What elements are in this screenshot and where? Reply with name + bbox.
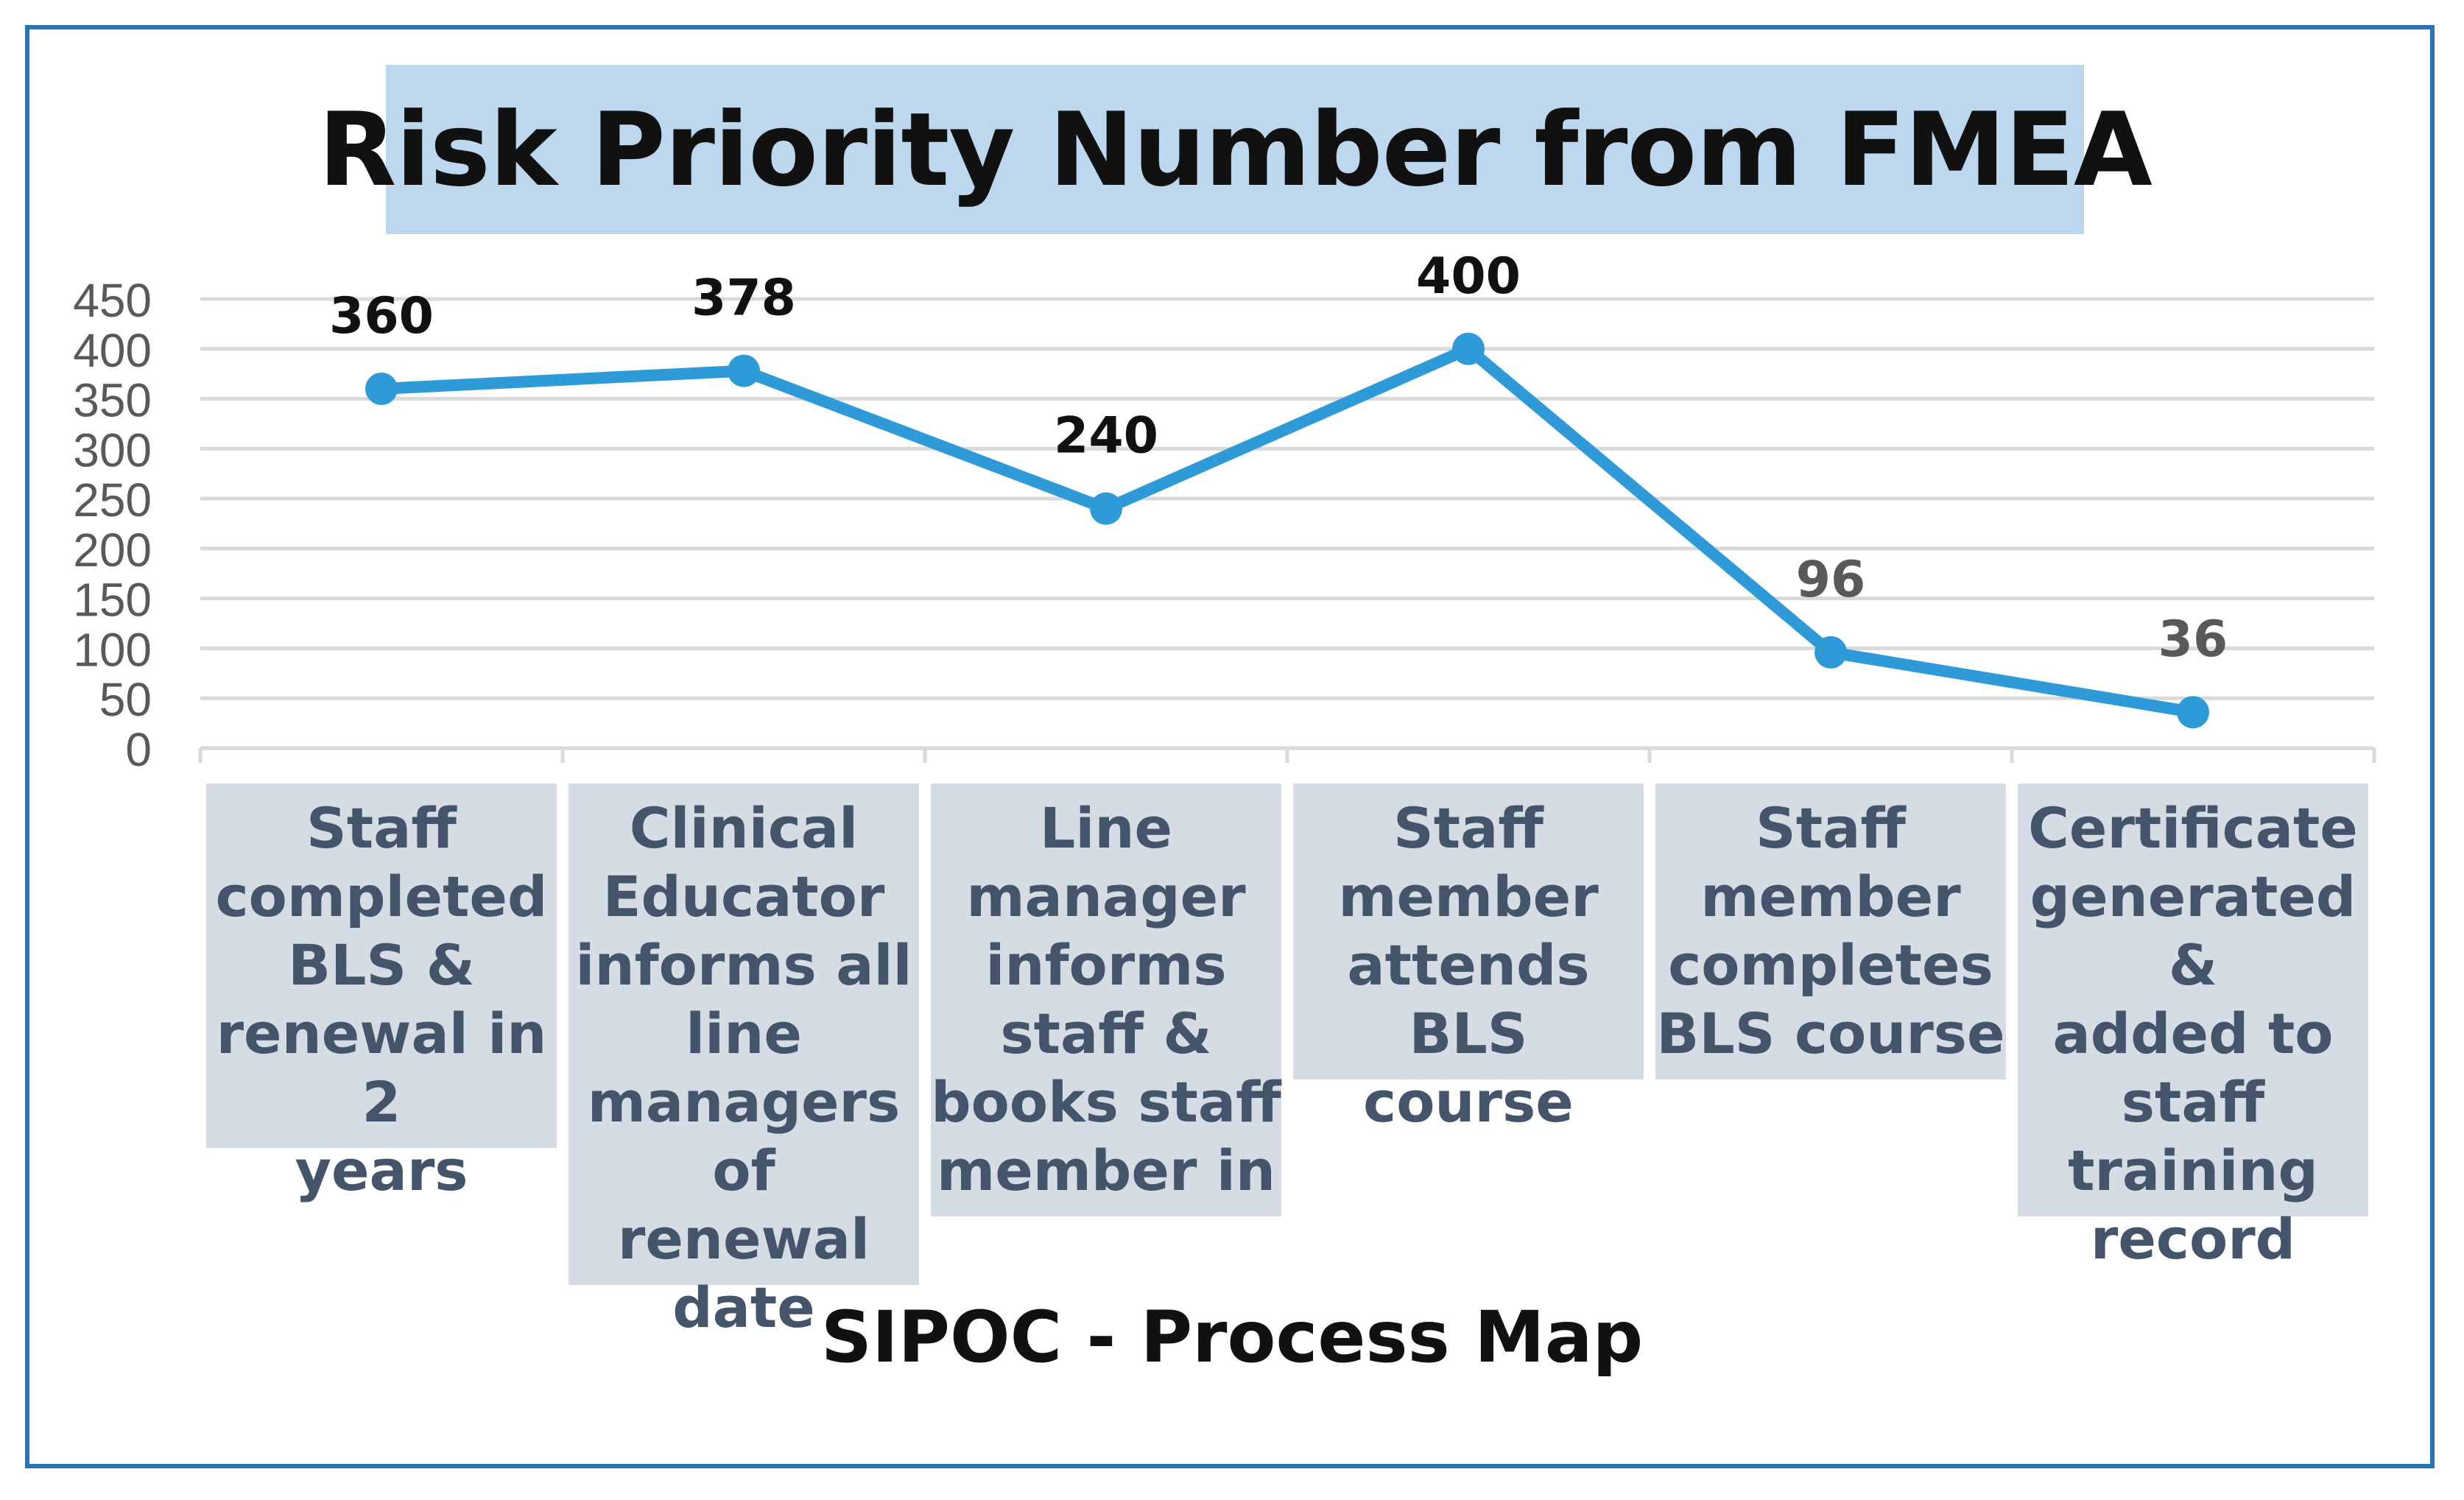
category-label-line: years <box>295 1138 468 1203</box>
category-label-line: BLS & <box>288 932 475 998</box>
category-label-line: generated & <box>2030 864 2356 998</box>
data-point <box>1814 635 1847 669</box>
chart-title-box: Risk Priority Number from FMEA <box>318 65 2153 234</box>
category-label-line: member <box>1338 864 1599 929</box>
y-tick-label: 50 <box>99 673 152 726</box>
category-label: Clinical Educator informs all line managers … <box>554 794 934 1342</box>
data-label: 400 <box>1416 247 1521 306</box>
category-label-line: informs <box>985 932 1227 998</box>
data-label: 240 <box>1054 407 1158 465</box>
category-label-line: BLS course <box>1656 1001 2005 1066</box>
category-label-line: completes <box>1668 932 1993 998</box>
chart-title: Risk Priority Number from FMEA <box>318 90 2153 209</box>
series-line <box>376 342 2199 719</box>
data-point <box>1090 492 1122 525</box>
data-label: 378 <box>691 270 796 328</box>
category-label-line: record <box>2090 1206 2296 1272</box>
category-label-line: managers of <box>587 1069 901 1203</box>
data-point <box>365 373 398 405</box>
category-label-line: course <box>1363 1069 1574 1135</box>
data-label: 96 <box>1796 551 1866 609</box>
y-tick-label: 300 <box>73 423 152 476</box>
category-label-line: training <box>2068 1138 2318 1203</box>
category-label-line: member <box>1700 864 1961 929</box>
category-label-line: added to <box>2052 1001 2334 1066</box>
category-label-line: renewal in 2 <box>216 1001 547 1135</box>
category-label-line: manager <box>966 864 1246 929</box>
data-label: 36 <box>2158 610 2228 669</box>
category-label-line: Staff <box>306 795 457 861</box>
category-box <box>931 784 1281 1216</box>
category-box <box>2018 784 2368 1216</box>
y-tick-label: 250 <box>73 473 152 527</box>
category-box <box>1293 784 1644 1080</box>
y-tick-label: 0 <box>125 723 152 776</box>
y-tick-label: 100 <box>73 623 152 676</box>
category-label-line: Staff <box>1393 795 1543 861</box>
category-label-line: renewal <box>617 1206 870 1272</box>
category-label-line: Staff <box>1756 795 1906 861</box>
category-box <box>569 784 919 1285</box>
y-tick-label: 450 <box>73 274 152 327</box>
y-tick-label: 150 <box>73 574 152 627</box>
category-label-line: attends BLS <box>1347 932 1590 1066</box>
category-label-line: date <box>672 1275 815 1340</box>
category-label-line: Educator <box>602 864 885 929</box>
category-label-line: Clinical <box>629 795 859 861</box>
x-axis-title: SIPOC - Process Map <box>820 1296 1644 1378</box>
category-label-line: Line <box>1039 795 1173 861</box>
data-label: 360 <box>329 287 434 345</box>
category-label: Staff member attends BLS course <box>1278 794 1658 1136</box>
category-label-line: staff <box>2121 1069 2265 1135</box>
category-label-line: Certificate <box>2028 795 2358 861</box>
category-label: Certificate generated & added to staff train… <box>2003 794 2383 1273</box>
y-tick-label: 350 <box>73 374 152 427</box>
category-label-line: informs all <box>575 932 912 998</box>
category-label-line: completed <box>215 864 548 929</box>
data-point <box>728 354 760 387</box>
category-box <box>206 784 557 1148</box>
y-tick-label: 200 <box>73 524 152 577</box>
category-box <box>1655 784 2006 1080</box>
category-label-line: staff & <box>1000 1001 1212 1066</box>
category-label: Line manager informs staff & books staff memb… <box>916 794 1296 1205</box>
data-point <box>2177 696 2209 729</box>
data-point <box>1452 332 1485 365</box>
chart-frame <box>25 25 2435 1468</box>
category-label-line: member in <box>937 1138 1275 1203</box>
category-label: Staff member completes BLS course <box>1641 794 2021 1068</box>
category-label: Staff completed BLS & renewal in 2 years <box>191 794 571 1205</box>
y-tick-label: 400 <box>73 324 152 377</box>
category-label-line: books staff <box>931 1069 1281 1135</box>
category-label-line: line <box>686 1001 802 1066</box>
